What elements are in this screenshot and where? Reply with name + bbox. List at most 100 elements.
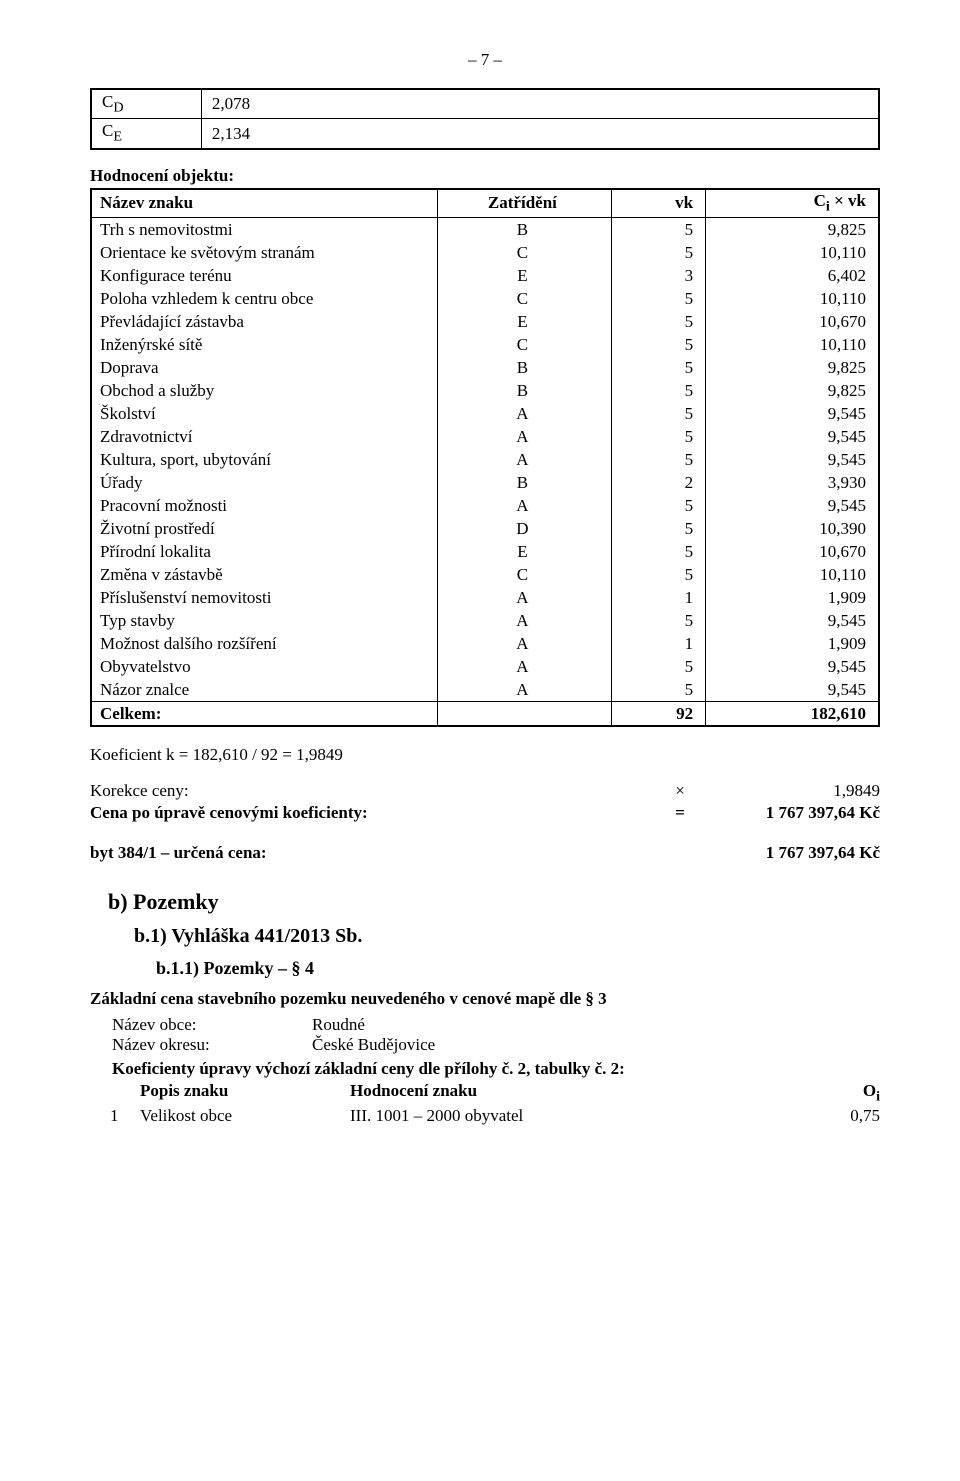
table-cell: E [438,540,611,563]
table-cell: 5 [611,402,706,425]
table-cell: C [438,287,611,310]
row-num: 1 [110,1106,140,1126]
table-cell: Přírodní lokalita [91,540,438,563]
table-row: Inženýrské sítěC510,110 [91,333,879,356]
korekce-label: Korekce ceny: [90,781,189,801]
table-cell: 9,545 [706,494,879,517]
box-sub: E [113,129,122,145]
cena-po-symbol: = [660,803,700,823]
table-cell: 10,110 [706,241,879,264]
table-cell: Kultura, sport, ubytování [91,448,438,471]
table-cell: 5 [611,655,706,678]
row-a: Velikost obce [140,1106,350,1126]
popis-header-row: Popis znaku Hodnocení znaku Oi [140,1081,880,1105]
table-row: ZdravotnictvíA59,545 [91,425,879,448]
table-cell: 10,670 [706,540,879,563]
cena-po-value: 1 767 397,64 Kč [700,803,880,823]
table-cell: Typ stavby [91,609,438,632]
table-cell: 9,825 [706,218,879,242]
table-cell: Úřady [91,471,438,494]
table-cell: 5 [611,494,706,517]
popis-c-sub: i [876,1089,880,1105]
table-cell: Příslušenství nemovitosti [91,586,438,609]
table-row: Typ stavbyA59,545 [91,609,879,632]
section-b11-heading: b.1.1) Pozemky – § 4 [156,958,880,979]
row-b: III. 1001 – 2000 obyvatel [350,1106,820,1126]
nazev-obce-label: Název obce: [112,1015,312,1035]
table-cell: Zdravotnictví [91,425,438,448]
table-cell: 182,610 [706,702,879,727]
table-cell: 9,545 [706,678,879,702]
korekce-symbol: × [660,781,700,801]
byt-line: byt 384/1 – určená cena: 1 767 397,64 Kč [90,843,880,863]
table-row: ÚřadyB23,930 [91,471,879,494]
table-cell: 9,545 [706,425,879,448]
table-row: ObyvatelstvoA59,545 [91,655,879,678]
th-civk: Ci × vk [706,189,879,218]
table-cell: 5 [611,517,706,540]
table-cell: 10,390 [706,517,879,540]
table-cell: 5 [611,333,706,356]
table-row: Životní prostředíD510,390 [91,517,879,540]
table-cell: Konfigurace terénu [91,264,438,287]
table-cell: Trh s nemovitostmi [91,218,438,242]
zakladni-title: Základní cena stavebního pozemku neuvede… [90,989,880,1009]
nazev-okresu-label: Název okresu: [112,1035,312,1055]
section-title-hodnoceni: Hodnocení objektu: [90,166,880,186]
coefficient-box-table: CD 2,078 CE 2,134 [90,88,880,150]
table-cell: Změna v zástavbě [91,563,438,586]
table-cell: E [438,264,611,287]
table-cell: Orientace ke světovým stranám [91,241,438,264]
table-cell: A [438,586,611,609]
table-cell: 9,545 [706,448,879,471]
table-cell: A [438,609,611,632]
table-cell: E [438,310,611,333]
table-cell: A [438,655,611,678]
table-cell: D [438,517,611,540]
th-zatrideni: Zatřídění [438,189,611,218]
table-cell: 10,110 [706,287,879,310]
table-cell: 5 [611,218,706,242]
table-cell: A [438,425,611,448]
table-cell: 92 [611,702,706,727]
table-cell: Poloha vzhledem k centru obce [91,287,438,310]
table-row: Příslušenství nemovitostiA11,909 [91,586,879,609]
table-cell: 10,110 [706,563,879,586]
table-cell: 9,545 [706,609,879,632]
table-cell: 9,825 [706,356,879,379]
table-cell: 3 [611,264,706,287]
box-cell-value: 2,134 [201,119,879,149]
box-cell-label: CE [91,119,201,149]
table-row: Změna v zástavběC510,110 [91,563,879,586]
table-cell: 5 [611,379,706,402]
section-b1-heading: b.1) Vyhláška 441/2013 Sb. [134,925,880,948]
th-vk: vk [611,189,706,218]
table-cell: 2 [611,471,706,494]
korekce-line: Korekce ceny: × 1,9849 [90,781,880,801]
table-cell: B [438,356,611,379]
table-cell: 1,909 [706,586,879,609]
table-cell: 5 [611,356,706,379]
table-row: Trh s nemovitostmiB59,825 [91,218,879,242]
data-row-1: 1 Velikost obce III. 1001 – 2000 obyvate… [110,1106,880,1126]
evaluation-table: Název znaku Zatřídění vk Ci × vk Trh s n… [90,188,880,727]
table-row: DopravaB59,825 [91,356,879,379]
table-row: Konfigurace terénuE36,402 [91,264,879,287]
table-cell: 1 [611,586,706,609]
table-cell: A [438,402,611,425]
table-cell [438,702,611,727]
table-cell: 5 [611,448,706,471]
cena-po-label: Cena po úpravě cenovými koeficienty: [90,803,368,823]
th-sub: i [826,199,830,215]
table-cell: 5 [611,241,706,264]
nazev-obce-value: Roudné [312,1015,365,1035]
table-cell: 5 [611,678,706,702]
table-cell: 3,930 [706,471,879,494]
table-cell: Názor znalce [91,678,438,702]
table-cell: Možnost dalšího rozšíření [91,632,438,655]
table-cell: 6,402 [706,264,879,287]
table-cell: Celkem: [91,702,438,727]
table-row: Pracovní možnostiA59,545 [91,494,879,517]
table-cell: 5 [611,563,706,586]
section-b-heading: b) Pozemky [108,889,880,915]
